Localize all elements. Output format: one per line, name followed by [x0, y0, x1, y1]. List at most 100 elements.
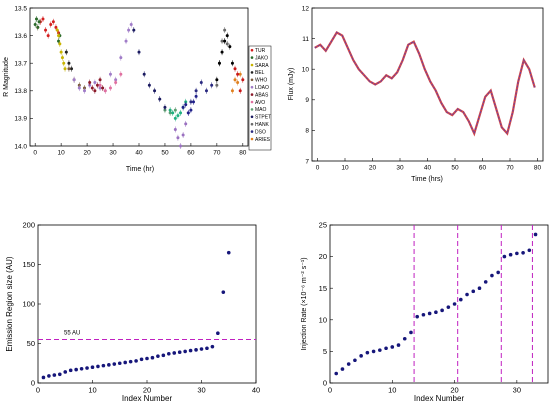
x-tick-label: 40 — [135, 150, 143, 157]
legend-marker — [250, 137, 254, 141]
data-point — [98, 78, 102, 82]
y-tick-label: 0 — [323, 379, 327, 388]
y-tick-label: 9 — [305, 97, 309, 104]
x-axis-label: Time (hrs) — [411, 176, 443, 183]
data-point — [199, 81, 203, 85]
panel-emission-region-size: 55 AU 0 10 20 30 40 0 50 100 150 200 Index Number… — [5, 221, 260, 403]
data-point — [415, 314, 420, 319]
data-point — [123, 360, 127, 365]
data-point — [194, 89, 198, 93]
legend-label: WHO — [255, 78, 267, 84]
data-point — [96, 364, 100, 369]
data-point — [173, 108, 177, 112]
data-point — [52, 373, 57, 377]
data-point — [230, 61, 234, 65]
data-point — [49, 23, 53, 27]
x-tick-label: 10 — [88, 386, 96, 395]
y-tick-label: 20 — [319, 252, 327, 261]
data-point — [223, 39, 227, 43]
data-point — [172, 351, 177, 355]
data-point — [225, 34, 229, 38]
data-point — [186, 111, 190, 115]
data-point — [221, 290, 226, 294]
data-point — [188, 348, 193, 353]
x-tick-label: 20 — [83, 150, 91, 157]
data-point — [490, 273, 494, 278]
data-point — [446, 305, 451, 309]
x-tick-label: 30 — [109, 150, 117, 157]
panel-r-magnitude: 0 10 20 30 40 50 60 70 80 13.5 13.6 13.7 13.8 13.9 14.… — [3, 5, 272, 173]
y-axis-label: Flux (mJy) — [288, 68, 295, 101]
data-point — [233, 78, 237, 82]
data-point — [74, 367, 78, 372]
x-tick-label: 20 — [143, 386, 151, 395]
data-point — [59, 50, 63, 54]
y-tick-label: 12 — [302, 5, 310, 12]
data-point — [340, 367, 345, 371]
data-point — [225, 42, 229, 46]
y-tick-label: 13.7 — [14, 60, 27, 67]
data-point — [378, 348, 382, 352]
data-point — [216, 331, 220, 336]
data-point — [483, 280, 488, 284]
data-point — [51, 20, 55, 24]
data-point — [365, 350, 370, 355]
data-point — [427, 311, 432, 316]
data-point — [402, 336, 407, 341]
y-axis-label: Injection Rate (×10⁻⁶ m⁻² s⁻¹) — [301, 257, 308, 350]
data-point — [108, 72, 112, 76]
y-tick-label: 150 — [22, 260, 35, 269]
data-point — [145, 356, 149, 361]
data-point — [194, 94, 198, 98]
data-point — [233, 67, 237, 71]
x-tick-label: 40 — [424, 165, 432, 172]
data-point — [103, 89, 107, 93]
data-point — [37, 20, 41, 24]
y-tick-label: 10 — [302, 66, 310, 73]
data-point — [62, 61, 66, 65]
data-point — [179, 144, 183, 148]
x-tick-label: 70 — [213, 150, 221, 157]
legend-label: AVO — [255, 100, 265, 106]
data-point — [108, 86, 112, 90]
data-point — [181, 133, 185, 137]
data-point — [521, 251, 525, 255]
panel-injection-rate: 0 10 20 30 0 5 10 15 20 25 Index Number Injection… — [301, 221, 549, 403]
x-tick-label: 20 — [450, 386, 458, 395]
data-point — [228, 45, 232, 49]
legend-label: HANK — [255, 122, 270, 128]
data-point — [114, 81, 118, 85]
data-point — [179, 111, 183, 115]
data-point — [173, 127, 177, 131]
data-point — [223, 28, 227, 32]
legend-label: LOAO — [255, 85, 269, 91]
data-point — [98, 83, 102, 87]
data-point — [90, 86, 94, 90]
data-point — [128, 359, 133, 364]
data-point — [230, 89, 234, 93]
y-tick-label: 15 — [319, 284, 327, 293]
x-tick-label: 10 — [388, 386, 396, 395]
data-point — [63, 370, 68, 374]
data-point — [465, 292, 469, 297]
data-point — [396, 343, 401, 347]
data-point — [189, 100, 193, 104]
data-point — [452, 302, 457, 306]
data-point — [236, 81, 240, 85]
data-point — [58, 372, 62, 377]
y-axis-label: R Magnitude — [3, 57, 10, 97]
data-point — [70, 67, 74, 71]
data-point — [67, 61, 71, 65]
data-point — [459, 297, 463, 302]
data-point — [241, 78, 245, 82]
plot-frame — [329, 224, 549, 384]
data-point — [101, 363, 106, 368]
legend-label: SARA — [255, 63, 269, 69]
data-point — [173, 116, 177, 120]
data-point — [36, 25, 40, 29]
data-point — [129, 23, 133, 27]
y-tick-label: 14.0 — [14, 143, 27, 150]
data-point — [220, 50, 224, 54]
data-point — [83, 89, 86, 93]
